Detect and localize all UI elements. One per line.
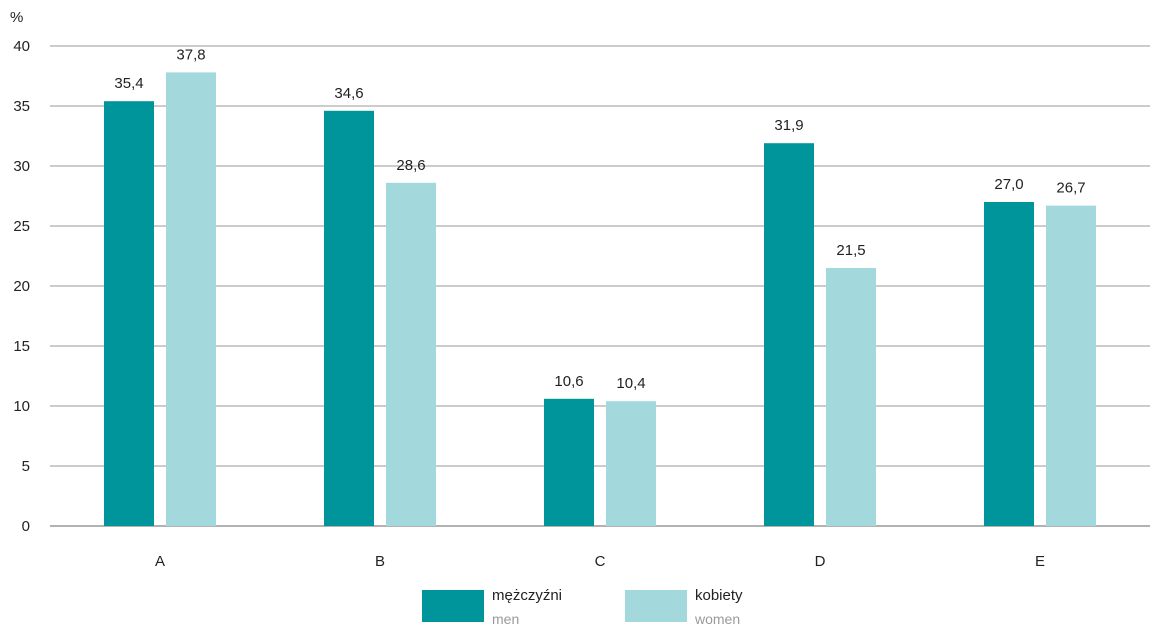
y-tick-label: 5 (22, 458, 30, 475)
bars (104, 72, 1096, 527)
bar-chart: % 0 5 10 15 20 25 30 35 40 35,4 37,8 34,6 28,6 10,6 1… (10, 9, 1150, 570)
data-label-women-B: 28,6 (396, 157, 425, 174)
x-category-label: D (815, 553, 826, 570)
bar-men-C (544, 398, 594, 526)
bar-women-C (606, 401, 656, 526)
bar-women-D (826, 268, 876, 526)
y-tick-label: 10 (13, 398, 30, 415)
x-category-label: B (375, 553, 385, 570)
y-tick-label: 25 (13, 218, 30, 235)
data-label-women-C: 10,4 (616, 375, 645, 392)
data-label-men-D: 31,9 (774, 117, 803, 134)
legend-swatch-women (625, 590, 687, 622)
data-label-women-D: 21,5 (836, 242, 865, 259)
legend-label-men: mężczyźni (492, 587, 563, 604)
bar-men-B (324, 110, 374, 527)
bar-women-E (1046, 205, 1096, 526)
y-tick-label: 0 (22, 518, 30, 535)
legend-sublabel-women: women (695, 611, 741, 627)
x-category-label: A (155, 553, 165, 570)
bar-women-B (386, 182, 436, 527)
data-label-men-B: 34,6 (334, 85, 363, 102)
legend-swatch-men (422, 590, 484, 622)
bar-women-A (166, 72, 216, 527)
data-label-women-A: 37,8 (176, 46, 205, 63)
y-tick-label: 20 (13, 278, 30, 295)
data-label-men-A: 35,4 (114, 75, 143, 92)
bar-men-E (984, 202, 1034, 526)
data-labels: 35,4 37,8 34,6 28,6 10,6 10,4 31,9 21,5 27,0 26,7 (114, 46, 1085, 392)
x-category-label: E (1035, 553, 1045, 570)
x-category-label: C (595, 553, 606, 570)
bar-men-A (104, 101, 154, 526)
data-label-women-E: 26,7 (1056, 180, 1085, 197)
y-tick-label: 15 (13, 338, 30, 355)
y-tick-label: 40 (13, 38, 30, 55)
legend: mężczyźni men kobiety women (422, 585, 782, 635)
y-axis-ticks: 0 5 10 15 20 25 30 35 40 (13, 38, 30, 535)
y-tick-label: 30 (13, 158, 30, 175)
legend-sublabel-men: men (492, 611, 520, 627)
grid-lines (50, 45, 1150, 527)
bar-men-D (764, 143, 814, 526)
data-label-men-C: 10,6 (554, 373, 583, 390)
legend-label-women: kobiety (695, 587, 743, 604)
y-tick-label: 35 (13, 98, 30, 115)
data-label-men-E: 27,0 (994, 176, 1023, 193)
y-axis-unit-label: % (10, 9, 23, 26)
x-axis-categories: A B C D E (155, 553, 1045, 570)
